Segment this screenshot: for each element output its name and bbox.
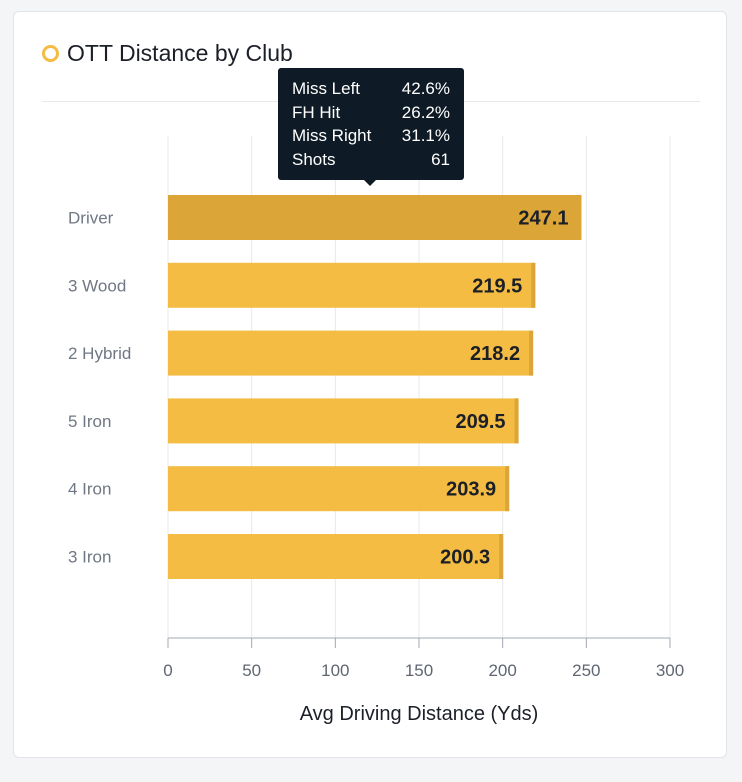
tooltip-row: Shots 61 bbox=[292, 148, 450, 172]
bar-value-label: 218.2 bbox=[470, 343, 520, 365]
tooltip-label: FH Hit bbox=[292, 102, 341, 122]
x-tick-label: 0 bbox=[163, 661, 172, 680]
x-tick-label: 50 bbox=[242, 661, 261, 680]
category-label: 3 Wood bbox=[68, 276, 126, 295]
bar-value-label: 200.3 bbox=[440, 547, 490, 569]
tooltip-value: 61 bbox=[431, 149, 450, 169]
bar-value-label: 203.9 bbox=[446, 479, 496, 501]
bar bbox=[168, 398, 519, 444]
bar-edge bbox=[505, 466, 510, 512]
tooltip-row: FH Hit 26.2% bbox=[292, 101, 450, 125]
category-label: 4 Iron bbox=[68, 480, 111, 499]
tooltip-pointer bbox=[364, 180, 376, 186]
x-tick-label: 250 bbox=[572, 661, 600, 680]
tooltip-value: 42.6% bbox=[401, 79, 450, 98]
x-tick-label: 150 bbox=[405, 661, 433, 680]
tooltip-label: Miss Right bbox=[292, 126, 372, 145]
bar-edge bbox=[577, 195, 582, 240]
bar-value-label: 219.5 bbox=[472, 275, 522, 297]
circle-icon bbox=[42, 45, 59, 62]
tooltip-value: 26.2% bbox=[401, 102, 450, 122]
x-axis-title: Avg Driving Distance (Yds) bbox=[300, 703, 539, 725]
tooltip-label: Shots bbox=[292, 149, 336, 169]
category-label: Driver bbox=[68, 209, 114, 228]
tooltip-label: Miss Left bbox=[292, 79, 361, 98]
bar-value-label: 247.1 bbox=[518, 208, 568, 230]
x-tick-label: 200 bbox=[488, 661, 516, 680]
category-label: 5 Iron bbox=[68, 412, 111, 431]
bar bbox=[168, 195, 582, 240]
chart-tooltip: Miss Left 42.6% FH Hit 26.2% Miss Right … bbox=[278, 68, 464, 186]
category-label: 3 Iron bbox=[68, 548, 111, 567]
bar-edge bbox=[531, 262, 536, 308]
bar bbox=[168, 466, 510, 512]
tooltip-value: 31.1% bbox=[401, 126, 450, 145]
tooltip-row: Miss Left 42.6% bbox=[292, 77, 450, 101]
category-label: 2 Hybrid bbox=[68, 344, 131, 363]
card-header: OTT Distance by Club bbox=[42, 40, 293, 67]
bar-edge bbox=[514, 398, 519, 444]
x-tick-label: 300 bbox=[656, 661, 684, 680]
x-tick-label: 100 bbox=[321, 661, 349, 680]
bar-edge bbox=[499, 534, 504, 579]
bar-edge bbox=[529, 330, 534, 376]
card-title: OTT Distance by Club bbox=[67, 40, 293, 66]
bar bbox=[168, 262, 536, 308]
bar bbox=[168, 534, 504, 579]
bar bbox=[168, 330, 534, 376]
bar-value-label: 209.5 bbox=[456, 411, 506, 433]
tooltip-row: Miss Right 31.1% bbox=[292, 124, 450, 148]
